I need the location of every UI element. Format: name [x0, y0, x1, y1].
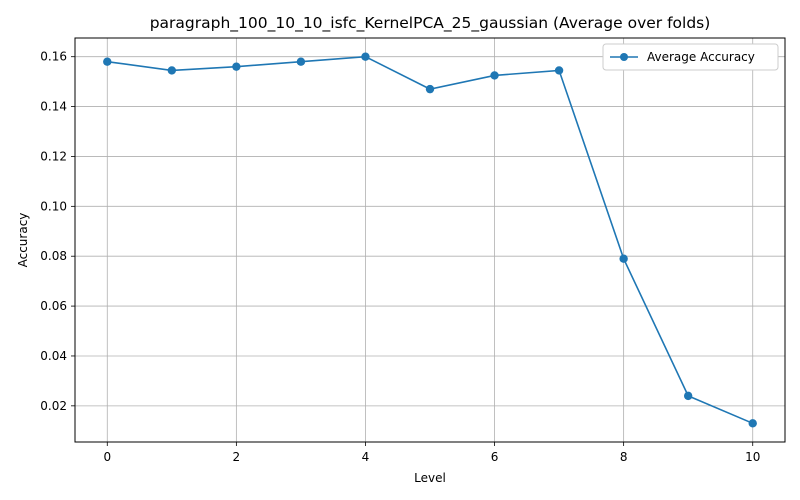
- y-tick-label: 0.02: [40, 399, 67, 413]
- data-point: [683, 391, 693, 401]
- data-point: [296, 57, 306, 66]
- x-tick-label: 6: [491, 450, 499, 464]
- x-tick-label: 2: [233, 450, 241, 464]
- legend: Average Accuracy: [602, 43, 779, 71]
- data-point: [232, 62, 241, 71]
- y-tick-label: 0.16: [40, 50, 67, 64]
- x-tick-label: 8: [620, 450, 628, 464]
- chart-title: paragraph_100_10_10_isfc_KernelPCA_25_ga…: [150, 14, 711, 33]
- data-point: [167, 66, 177, 75]
- data-point: [748, 419, 757, 428]
- legend-marker-swatch: [620, 53, 628, 61]
- y-axis-label: Accuracy: [16, 213, 30, 268]
- data-point: [490, 71, 499, 80]
- y-tick-label: 0.06: [40, 299, 67, 313]
- legend-box: [602, 43, 779, 71]
- plot-frame: [74, 37, 786, 443]
- plot-area: [75, 38, 785, 442]
- x-axis-ticks: 0 2 4 6 8 10: [103, 442, 760, 464]
- x-tick-label: 0: [103, 450, 111, 464]
- data-point: [103, 57, 112, 66]
- y-tick-label: 0.14: [40, 100, 67, 114]
- y-tick-label: 0.12: [40, 149, 67, 163]
- x-axis-label: Level: [414, 471, 446, 485]
- data-point: [361, 52, 370, 61]
- series-layer: [103, 52, 757, 428]
- x-tick-label: 10: [745, 450, 760, 464]
- legend-label: Average Accuracy: [647, 50, 755, 64]
- data-point: [619, 254, 628, 263]
- data-point: [425, 84, 435, 94]
- y-tick-label: 0.08: [40, 249, 67, 263]
- y-axis-ticks: 0.02 0.04 0.06 0.08 0.10 0.12 0.14 0.16: [40, 50, 75, 413]
- grid-lines: [75, 38, 785, 442]
- data-point: [554, 66, 564, 75]
- y-tick-label: 0.10: [40, 199, 67, 213]
- y-tick-label: 0.04: [40, 349, 67, 363]
- x-tick-label: 4: [362, 450, 370, 464]
